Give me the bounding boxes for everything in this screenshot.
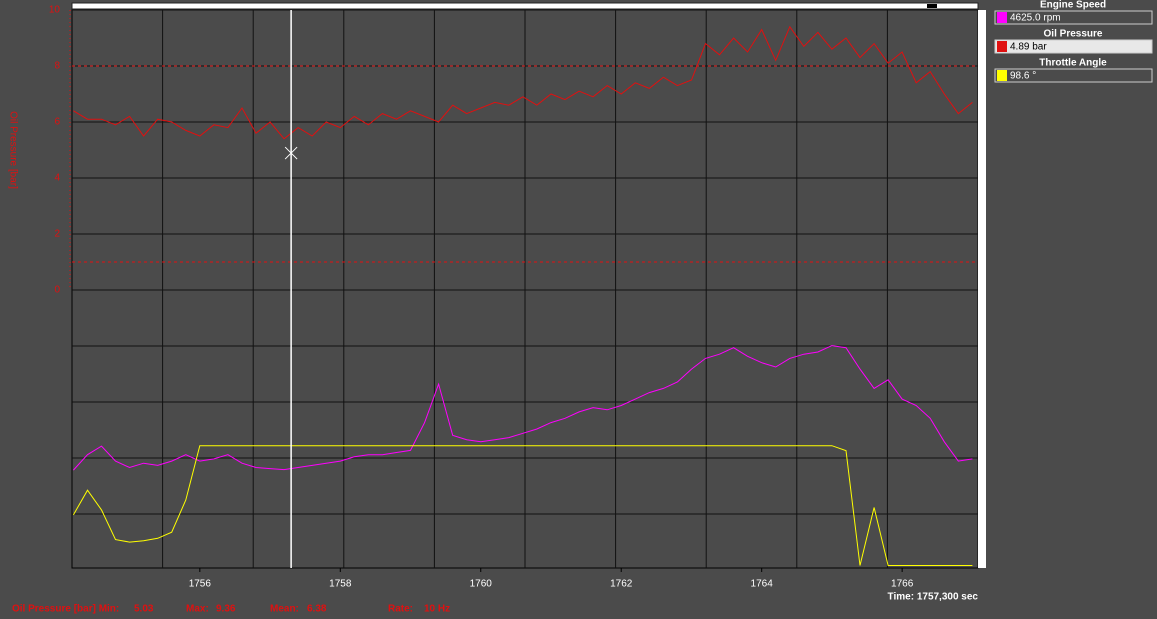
legend-value: 4625.0 rpm xyxy=(1010,13,1061,24)
legend-name: Oil Pressure xyxy=(1044,29,1103,40)
series-line xyxy=(72,445,973,566)
x-tick-label: 1766 xyxy=(891,579,914,590)
cursor-time: Time: 1757,300 sec xyxy=(888,592,979,603)
y-axis-label: Oil Pressure [bar] xyxy=(7,111,18,189)
legend-box xyxy=(994,39,1153,54)
stat-rate: 10 Hz xyxy=(424,604,450,615)
legend-value: 4.89 bar xyxy=(1010,42,1047,53)
legend-box xyxy=(994,10,1153,25)
legend-box xyxy=(994,68,1153,83)
right-edge xyxy=(978,10,986,568)
stat-label: Rate: xyxy=(388,604,413,615)
x-tick-label: 1756 xyxy=(189,579,212,590)
legend-swatch xyxy=(997,41,1007,52)
y-tick-label: 6 xyxy=(54,117,60,128)
legend-name: Throttle Angle xyxy=(1039,58,1107,69)
y-tick-label: 0 xyxy=(54,285,60,296)
scrollbar[interactable] xyxy=(71,2,979,10)
y-tick-label: 10 xyxy=(49,5,61,16)
legend-swatch xyxy=(997,12,1007,23)
scroll-thumb[interactable] xyxy=(927,4,937,8)
legend-swatch xyxy=(997,70,1007,81)
x-tick-label: 1764 xyxy=(751,579,774,590)
series-line xyxy=(73,25,973,140)
y-tick-label: 2 xyxy=(54,229,60,240)
legend-name: Engine Speed xyxy=(1040,0,1106,11)
legend-value: 98.6 ° xyxy=(1010,71,1036,82)
x-tick-label: 1762 xyxy=(610,579,633,590)
stat-max: 9.36 xyxy=(216,604,236,615)
stat-min: 5.03 xyxy=(134,604,154,615)
stat-label: Oil Pressure [bar] Min: xyxy=(12,604,119,615)
status-bar: Oil Pressure [bar] Min: 5.03 Max: 9.36 M… xyxy=(12,604,450,615)
y-tick-label: 8 xyxy=(54,61,60,72)
stat-mean: 6.38 xyxy=(307,604,327,615)
legend: Engine Speed 4625.0 rpm Oil Pressure 4.89 b… xyxy=(994,0,1153,83)
x-tick-label: 1758 xyxy=(329,579,352,590)
stat-label: Mean: xyxy=(270,604,299,615)
stat-label: Max: xyxy=(186,604,209,615)
x-tick-label: 1760 xyxy=(470,579,493,590)
series-line xyxy=(73,345,973,471)
y-tick-label: 4 xyxy=(54,173,60,184)
